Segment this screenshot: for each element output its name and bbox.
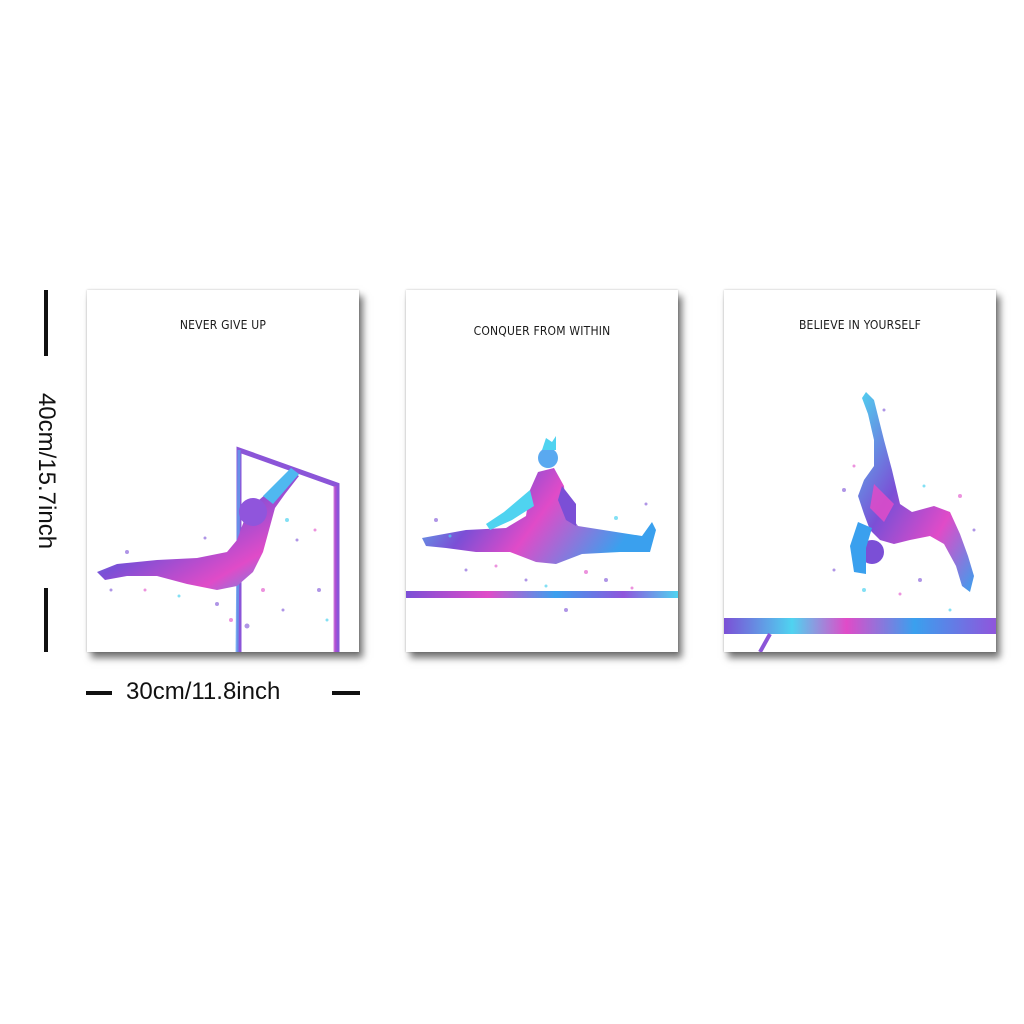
poster-believe-in-yourself: BELIEVE IN YOURSELF	[724, 290, 996, 652]
gymnast-beam-walkover-icon	[724, 392, 996, 652]
gymnast-split-leap-icon	[406, 436, 678, 612]
poster-never-give-up: NEVER GIVE UP	[87, 290, 359, 652]
width-dimension-label: 30cm/11.8inch	[126, 678, 281, 705]
height-dimension-line-top	[44, 290, 48, 356]
poster-caption: CONQUER FROM WITHIN	[473, 324, 611, 338]
poster-caption: NEVER GIVE UP	[179, 318, 267, 332]
width-dimension-line-right	[332, 691, 360, 695]
width-dimension-line-left	[86, 691, 112, 695]
height-dimension-label: 40cm/15.7inch	[33, 392, 60, 550]
width-dimension-marker: 30cm/11.8inch	[86, 675, 361, 709]
gymnast-bars-icon	[97, 446, 340, 652]
poster-conquer-from-within: CONQUER FROM WITHIN	[406, 290, 678, 652]
poster-caption: BELIEVE IN YOURSELF	[798, 318, 922, 332]
height-dimension-marker: 40cm/15.7inch	[24, 290, 68, 654]
height-dimension-line-bottom	[44, 588, 48, 652]
